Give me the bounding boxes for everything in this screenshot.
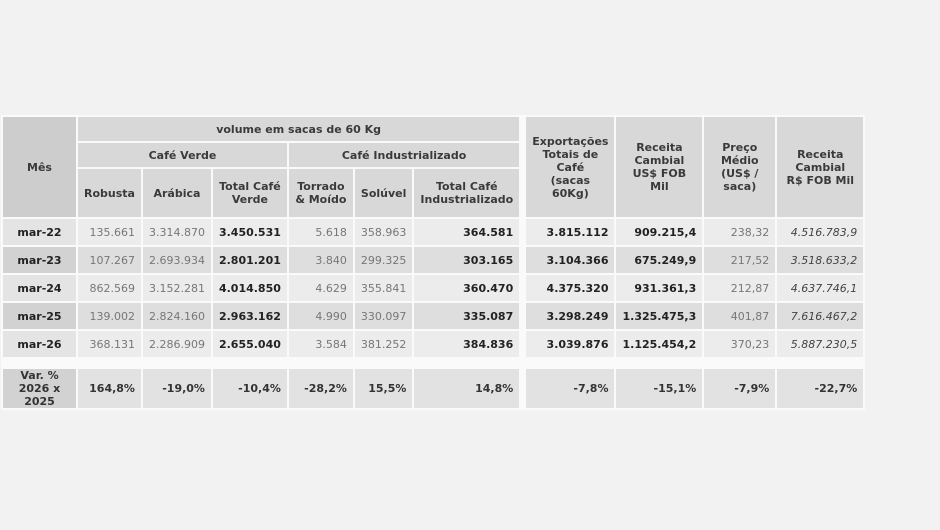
cell-arabica: 2.693.934	[142, 247, 211, 273]
cell-torrado: 3.584	[288, 331, 353, 357]
cell-total-verde: 2.963.162	[212, 303, 287, 329]
cell-arabica: 2.824.160	[142, 303, 211, 329]
cell-receita-brl: 4.516.783,9	[777, 219, 864, 245]
cell-receita-usd: 675.249,9	[616, 247, 703, 273]
cell-arabica: 3.152.281	[142, 275, 211, 301]
cell-robusta: 862.569	[78, 275, 141, 301]
cell-total-verde: 2.655.040	[212, 331, 287, 357]
cell-mes: mar-26	[3, 331, 76, 357]
cell-robusta: 139.002	[78, 303, 141, 329]
header-total-verde: Total Café Verde	[212, 169, 287, 217]
cell-soluvel: 358.963	[354, 219, 413, 245]
var-receita-brl: -22,7%	[777, 369, 864, 408]
variation-label: Var. % 2026 x 2025	[3, 369, 76, 408]
cell-soluvel: 330.097	[354, 303, 413, 329]
var-arabica: -19,0%	[142, 369, 211, 408]
header-torrado: Torrado & Moído	[288, 169, 353, 217]
var-robusta: 164,8%	[78, 369, 141, 408]
var-receita-usd: -15,1%	[616, 369, 703, 408]
variation-row: Var. % 2026 x 2025 164,8% -19,0% -10,4% -…	[3, 369, 864, 408]
cell-soluvel: 355.841	[354, 275, 413, 301]
cell-total-verde: 3.450.531	[212, 219, 287, 245]
cell-mes: mar-23	[3, 247, 76, 273]
header-preco-medio: Preço Médio (US$ / saca)	[704, 117, 776, 217]
cell-preco: 401,87	[704, 303, 776, 329]
cell-exportacoes: 3.815.112	[526, 219, 615, 245]
header-cafe-industrializado: Café Industrializado	[288, 143, 520, 167]
var-exportacoes: -7,8%	[526, 369, 615, 408]
cell-total-ind: 303.165	[414, 247, 520, 273]
header-cafe-verde: Café Verde	[78, 143, 287, 167]
var-preco-medio: -7,9%	[704, 369, 776, 408]
cell-robusta: 135.661	[78, 219, 141, 245]
column-gap	[521, 117, 525, 217]
cell-soluvel: 299.325	[354, 247, 413, 273]
cell-exportacoes: 3.104.366	[526, 247, 615, 273]
var-total-industrializado: 14,8%	[414, 369, 520, 408]
column-gap	[521, 369, 525, 408]
cell-receita-brl: 7.616.467,2	[777, 303, 864, 329]
cell-receita-usd: 909.215,4	[616, 219, 703, 245]
header-robusta: Robusta	[78, 169, 141, 217]
cell-exportacoes: 3.298.249	[526, 303, 615, 329]
cell-receita-usd: 931.361,3	[616, 275, 703, 301]
cell-preco: 212,87	[704, 275, 776, 301]
column-gap	[521, 303, 525, 329]
var-soluvel: 15,5%	[354, 369, 413, 408]
column-gap	[521, 331, 525, 357]
cell-preco: 217,52	[704, 247, 776, 273]
column-gap	[521, 275, 525, 301]
table-body: mar-22 135.661 3.314.870 3.450.531 5.618 358.…	[3, 219, 864, 357]
cell-receita-brl: 4.637.746,1	[777, 275, 864, 301]
table-row: mar-24 862.569 3.152.281 4.014.850 4.629 355.…	[3, 275, 864, 301]
cell-arabica: 3.314.870	[142, 219, 211, 245]
cell-torrado: 4.990	[288, 303, 353, 329]
column-gap	[521, 219, 525, 245]
cell-preco: 370,23	[704, 331, 776, 357]
header-receita-brl: Receita Cambial R$ FOB Mil	[777, 117, 864, 217]
table-row: mar-26 368.131 2.286.909 2.655.040 3.584 381.…	[3, 331, 864, 357]
cell-total-ind: 364.581	[414, 219, 520, 245]
cell-exportacoes: 3.039.876	[526, 331, 615, 357]
cell-receita-usd: 1.325.475,3	[616, 303, 703, 329]
cell-mes: mar-22	[3, 219, 76, 245]
spacer-row	[3, 359, 864, 367]
header-exportacoes: Exportações Totais de Café (sacas 60Kg)	[526, 117, 615, 217]
var-total-verde: -10,4%	[212, 369, 287, 408]
cell-total-ind: 335.087	[414, 303, 520, 329]
cell-robusta: 107.267	[78, 247, 141, 273]
cell-mes: mar-25	[3, 303, 76, 329]
cell-total-ind: 360.470	[414, 275, 520, 301]
var-torrado: -28,2%	[288, 369, 353, 408]
cell-arabica: 2.286.909	[142, 331, 211, 357]
cell-soluvel: 381.252	[354, 331, 413, 357]
coffee-exports-table-container: Mês volume em sacas de 60 Kg Exportações…	[1, 115, 866, 410]
cell-preco: 238,32	[704, 219, 776, 245]
table-row: mar-22 135.661 3.314.870 3.450.531 5.618 358.…	[3, 219, 864, 245]
header-arabica: Arábica	[142, 169, 211, 217]
header-soluvel: Solúvel	[354, 169, 413, 217]
header-mes: Mês	[3, 117, 76, 217]
cell-exportacoes: 4.375.320	[526, 275, 615, 301]
cell-total-verde: 4.014.850	[212, 275, 287, 301]
cell-receita-brl: 5.887.230,5	[777, 331, 864, 357]
cell-total-verde: 2.801.201	[212, 247, 287, 273]
header-volume: volume em sacas de 60 Kg	[78, 117, 520, 141]
column-gap	[521, 247, 525, 273]
table-row: mar-25 139.002 2.824.160 2.963.162 4.990 330.…	[3, 303, 864, 329]
cell-total-ind: 384.836	[414, 331, 520, 357]
header-receita-usd: Receita Cambial US$ FOB Mil	[616, 117, 703, 217]
cell-torrado: 5.618	[288, 219, 353, 245]
cell-torrado: 3.840	[288, 247, 353, 273]
table-row: mar-23 107.267 2.693.934 2.801.201 3.840 299.…	[3, 247, 864, 273]
cell-robusta: 368.131	[78, 331, 141, 357]
header-total-industrializado: Total Café Industrializado	[414, 169, 520, 217]
cell-mes: mar-24	[3, 275, 76, 301]
cell-receita-usd: 1.125.454,2	[616, 331, 703, 357]
cell-receita-brl: 3.518.633,2	[777, 247, 864, 273]
coffee-exports-table: Mês volume em sacas de 60 Kg Exportações…	[1, 115, 865, 410]
cell-torrado: 4.629	[288, 275, 353, 301]
